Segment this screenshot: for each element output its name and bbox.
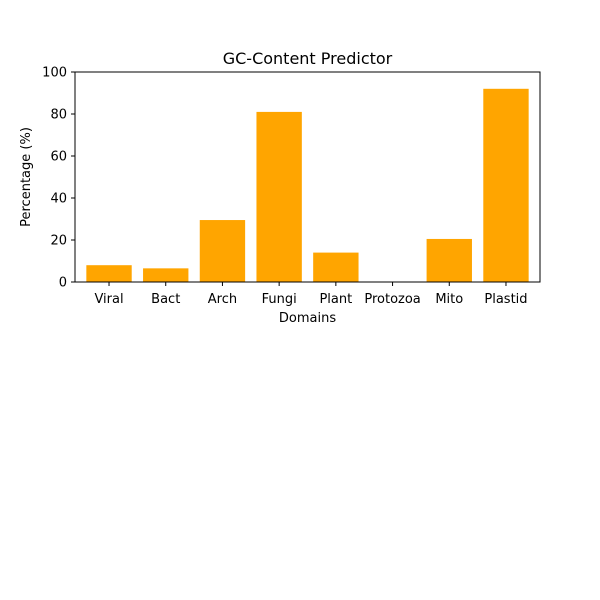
bar-fungi <box>256 111 302 283</box>
bar-plastid <box>483 88 529 282</box>
x-tick-label: Mito <box>435 292 463 307</box>
x-axis-label: Domains <box>279 311 336 326</box>
chart-title: GC-Content Predictor <box>223 49 393 68</box>
plot-frame <box>74 71 541 283</box>
x-tick-label: Bact <box>151 292 180 307</box>
y-tick-label: 0 <box>59 276 67 291</box>
y-axis-label: Percentage (%) <box>19 127 34 227</box>
x-tick-label: Viral <box>94 292 123 307</box>
y-tick-label: 20 <box>50 234 67 249</box>
bar-arch <box>199 220 246 282</box>
y-tick-label: 80 <box>50 108 67 123</box>
x-axis: Viral Bact Arch Fungi Plant Protozoa Mito Plast… <box>94 282 528 307</box>
x-tick-label: Arch <box>208 292 237 307</box>
x-tick-label: Plant <box>319 292 352 307</box>
x-tick-label: Protozoa <box>364 292 420 307</box>
bar-mito <box>426 238 472 282</box>
bar-viral <box>86 265 132 282</box>
x-tick-label: Plastid <box>484 292 527 307</box>
y-axis: 0 20 40 60 80 100 <box>42 66 75 291</box>
y-tick-label: 100 <box>42 66 67 81</box>
bar-bact <box>143 268 189 282</box>
y-tick-label: 60 <box>50 150 67 165</box>
y-tick-label: 40 <box>50 192 67 207</box>
bar-plant <box>313 252 359 282</box>
x-tick-label: Fungi <box>262 292 297 307</box>
bars-group <box>86 88 529 283</box>
